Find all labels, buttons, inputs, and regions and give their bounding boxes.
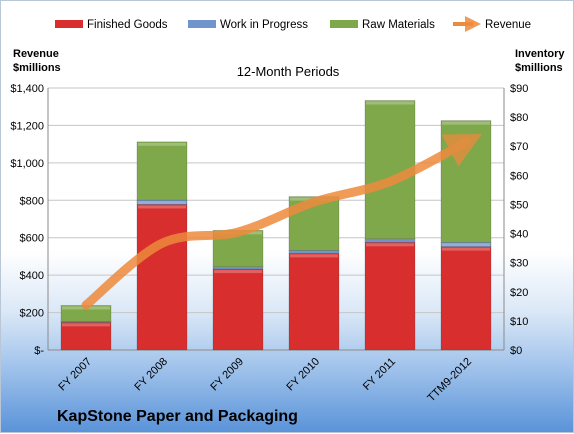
legend-label-raw-materials: Raw Materials — [362, 19, 435, 31]
legend-label-work-in-progress: Work in Progress — [220, 19, 308, 31]
bar-work-in-progress — [212, 266, 264, 270]
bar-highlight — [366, 243, 414, 247]
bar-raw-materials — [136, 141, 188, 201]
category-label: FY 2010 — [284, 356, 322, 394]
category-label: FY 2009 — [208, 356, 246, 394]
category-labels: FY 2007 FY 2008 FY 2009 FY 2010 FY 2011 TTM9-… — [56, 356, 474, 405]
left-axis-ticks: $- $200 $400 $600 $800 $1,000 $1,200 $1,400 — [10, 83, 44, 357]
bar-finished-goods — [212, 268, 264, 351]
bar-highlight — [442, 247, 490, 251]
right-tick-label: $40 — [510, 229, 528, 241]
right-tick-label: $70 — [510, 141, 528, 153]
legend: Finished Goods Work in Progress Raw Mate… — [55, 16, 531, 32]
bar-highlight — [366, 101, 414, 105]
left-tick-label: $1,400 — [10, 83, 44, 95]
right-axis-ticks: $0 $10 $20 $30 $40 $50 $60 $70 $80 $90 — [510, 83, 528, 357]
bar-highlight — [290, 254, 338, 258]
bar-finished-goods — [136, 204, 188, 351]
right-tick-label: $0 — [510, 345, 522, 357]
right-axis-title-line1: Inventory — [515, 48, 565, 60]
left-tick-label: $600 — [20, 233, 44, 245]
left-axis-title-line2: $millions — [13, 62, 61, 74]
left-tick-label: $- — [34, 345, 44, 357]
bar-work-in-progress — [288, 250, 340, 254]
legend-swatch-raw-materials — [330, 20, 358, 28]
category-label: TTM9-2012 — [425, 356, 474, 405]
legend-swatch-finished-goods — [55, 20, 83, 28]
category-label: FY 2008 — [132, 356, 170, 394]
category-label: FY 2011 — [361, 356, 398, 393]
right-tick-label: $80 — [510, 112, 528, 124]
legend-label-revenue: Revenue — [485, 19, 531, 31]
company-name: KapStone Paper and Packaging — [57, 408, 298, 425]
left-tick-label: $200 — [20, 308, 44, 320]
legend-swatch-work-in-progress — [188, 20, 216, 28]
right-tick-label: $30 — [510, 258, 528, 270]
left-tick-label: $400 — [20, 270, 44, 282]
right-tick-label: $60 — [510, 170, 528, 182]
bar-highlight — [138, 205, 186, 209]
bar-finished-goods — [60, 322, 112, 351]
left-axis-title-line1: Revenue — [13, 48, 59, 60]
bar-finished-goods — [364, 241, 416, 351]
bar-highlight — [62, 323, 110, 327]
chart-title: 12-Month Periods — [237, 64, 340, 79]
right-tick-label: $90 — [510, 83, 528, 95]
bar-highlight — [138, 201, 186, 205]
legend-label-finished-goods: Finished Goods — [87, 19, 168, 31]
category-label: FY 2007 — [56, 356, 94, 394]
right-tick-label: $50 — [510, 199, 528, 211]
revenue-line — [81, 134, 482, 310]
bar-highlight — [214, 270, 262, 274]
left-tick-label: $800 — [20, 195, 44, 207]
bar-highlight — [442, 121, 490, 125]
right-axis-title-line2: $millions — [515, 62, 563, 74]
left-tick-label: $1,200 — [10, 120, 44, 132]
bar-finished-goods — [288, 253, 340, 351]
bar-work-in-progress — [364, 238, 416, 243]
right-tick-label: $20 — [510, 287, 528, 299]
revenue-line-path — [81, 134, 482, 310]
bar-highlight — [442, 243, 490, 247]
right-tick-label: $10 — [510, 316, 528, 328]
bar-highlight — [138, 142, 186, 146]
bar-finished-goods — [440, 246, 492, 351]
bar-work-in-progress — [440, 241, 492, 247]
left-tick-label: $1,000 — [10, 158, 44, 170]
